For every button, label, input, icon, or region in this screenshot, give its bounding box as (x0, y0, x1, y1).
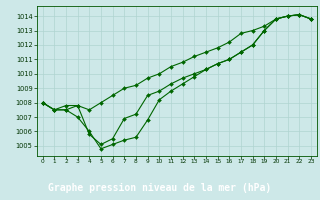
Text: Graphe pression niveau de la mer (hPa): Graphe pression niveau de la mer (hPa) (48, 183, 272, 193)
